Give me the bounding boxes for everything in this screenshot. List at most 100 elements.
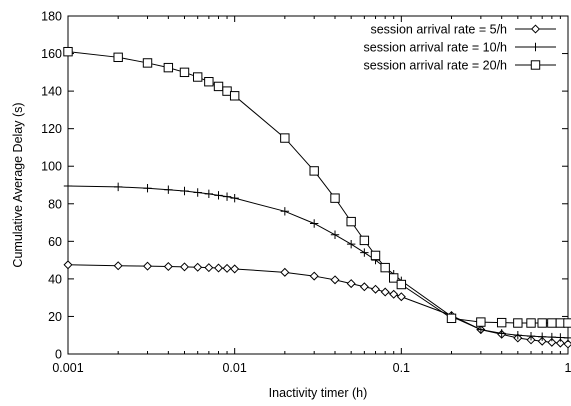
data-point [370,250,381,261]
data-point [222,192,232,201]
legend-marker [531,42,540,52]
data-point [280,207,290,216]
data-point [371,284,381,294]
data-point [359,235,370,246]
series-square [63,46,571,328]
data-point [213,81,224,92]
data-point [63,46,73,57]
data-point [330,193,340,203]
data-point [547,318,557,328]
y-axis-label: Cumulative Average Delay (s) [11,102,25,267]
data-point [526,331,536,341]
data-point [396,292,406,302]
series-line [67,264,569,345]
x-tick-label: 0.01 [222,361,246,375]
data-point [214,263,224,273]
data-point [222,263,232,273]
data-point [164,185,173,194]
data-point [280,267,290,277]
data-point [309,166,319,176]
data-point [143,261,153,271]
data-point [192,72,203,82]
data-point [556,333,565,342]
data-point [230,193,239,203]
series-line [67,51,568,324]
data-point [547,332,557,342]
data-point [309,219,319,228]
data-point [513,318,523,328]
legend-label: session arrival rate = 10/h [364,41,508,55]
legend-marker [530,60,541,70]
data-point [63,181,73,191]
data-point [537,336,547,346]
data-point [555,338,565,348]
y-tick-label: 20 [48,310,62,324]
data-point [180,186,189,196]
data-point [63,260,73,270]
data-point [214,191,223,200]
data-point [309,271,319,281]
data-point [204,263,214,273]
data-point [547,337,557,347]
data-point [380,287,390,297]
data-point [230,264,240,274]
data-point [142,58,153,68]
series-layer [63,46,571,349]
data-point [526,318,536,328]
data-point [204,77,214,87]
legend: session arrival rate = 5/h session arriva… [364,23,556,73]
data-point [537,318,547,328]
y-tick-label: 40 [48,272,62,286]
data-point [346,239,356,249]
data-point [537,332,547,341]
data-point [446,313,457,324]
data-point [204,189,214,199]
data-point [563,318,571,328]
x-axis-label: Inactivity timer (h) [269,386,368,400]
data-point [346,216,356,227]
series-diamond [63,260,571,349]
y-tick-label: 100 [41,160,62,174]
y-tick-label: 0 [55,348,62,362]
x-tick-label: 1 [565,361,571,375]
y-tick-label: 60 [48,235,62,249]
series-plus [63,181,571,343]
y-tick-label: 120 [41,122,62,136]
data-point [359,282,369,292]
y-tick-label: 80 [48,197,62,211]
data-point [330,275,340,285]
data-point [143,183,152,193]
data-point [396,279,407,290]
series-line [67,185,569,339]
data-point [513,331,523,340]
data-point [193,262,203,272]
data-point [476,325,486,334]
data-point [496,317,507,328]
data-point [389,273,399,283]
data-point [280,133,290,143]
legend-marker [530,24,541,34]
y-tick-label: 160 [41,47,62,61]
x-tick-label: 0.1 [393,361,410,375]
data-point [113,182,123,192]
x-tick-label: 0.001 [52,361,83,375]
data-point [360,248,369,257]
data-point [163,62,174,73]
y-tick-label: 180 [41,10,62,24]
data-point [380,262,390,273]
data-point [497,329,506,338]
data-point [179,262,190,272]
data-point [476,317,486,327]
legend-label: session arrival rate = 20/h [364,59,508,73]
data-point [179,67,190,78]
data-point [113,261,123,271]
axis-ticks: 0 20 40 60 80 100 120 140 160 180 0.001 0.01 0.1 1 [41,10,571,376]
data-point [330,230,340,239]
data-point [113,52,123,63]
data-point [389,289,399,299]
legend-label: session arrival rate = 5/h [370,23,507,37]
data-point [163,261,173,272]
data-point [193,188,202,197]
data-point [229,91,240,101]
